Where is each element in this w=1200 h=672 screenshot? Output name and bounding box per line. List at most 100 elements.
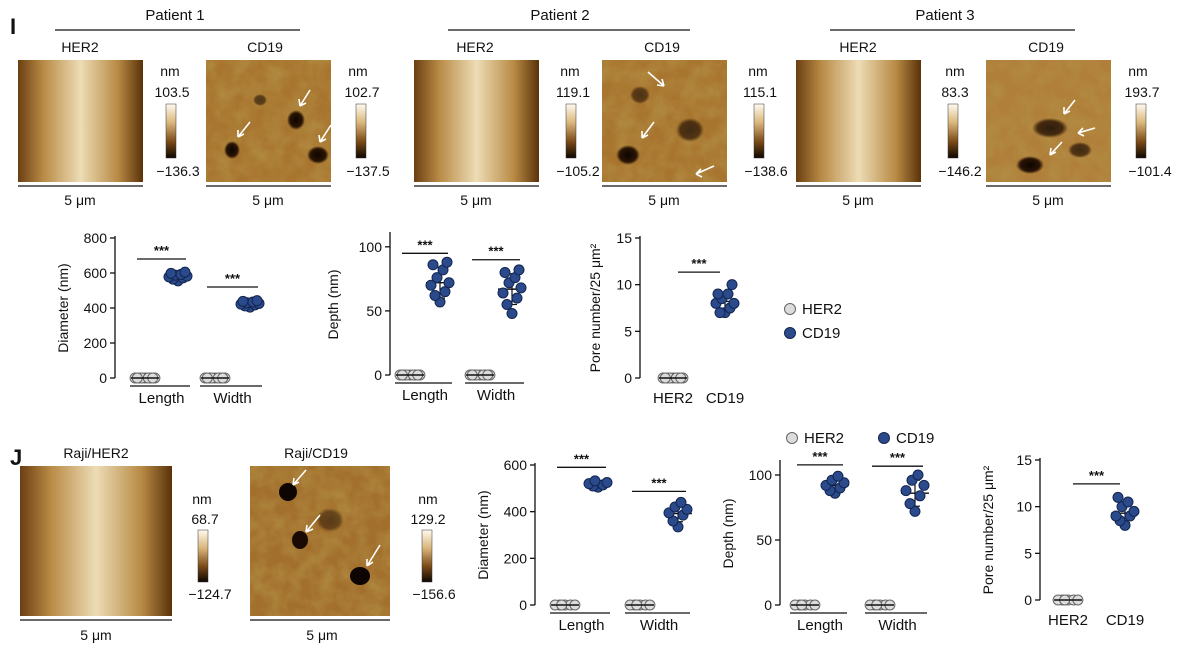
colorbar-max: 119.1 bbox=[556, 84, 590, 100]
scale-label: 5 μm bbox=[842, 192, 873, 208]
chart-J-depth: 0 50 100 Depth (nm) Length *** Width *** bbox=[720, 449, 930, 634]
afm-image-raji-her2 bbox=[20, 466, 172, 616]
y-tick-label: 5 bbox=[624, 323, 632, 339]
scale-label: 5 μm bbox=[64, 192, 95, 208]
colorbar bbox=[1135, 103, 1147, 159]
legend-marker-cd19 bbox=[878, 432, 890, 444]
legend-j: HER2 CD19 bbox=[786, 430, 934, 447]
y-tick-label: 100 bbox=[359, 239, 383, 255]
colorbar bbox=[197, 529, 209, 583]
significance-label: *** bbox=[812, 449, 828, 464]
y-tick-label: 0 bbox=[519, 597, 527, 613]
scale-label: 5 μm bbox=[648, 192, 679, 208]
patient-label: Patient 3 bbox=[915, 7, 974, 24]
data-point-cd19 bbox=[497, 287, 509, 299]
y-tick-label: 15 bbox=[1016, 452, 1032, 468]
data-point-cd19 bbox=[675, 496, 687, 508]
afm-title-her2: HER2 bbox=[61, 39, 99, 55]
x-tick-label: Length bbox=[797, 617, 843, 634]
colorbar-unit: nm bbox=[560, 63, 579, 79]
patient-2-group: Patient 2 HER2 5 μm nm 119.1 −105.2 CD19… bbox=[414, 7, 788, 208]
y-tick-label: 600 bbox=[84, 265, 108, 281]
scale-label: 5 μm bbox=[80, 627, 111, 643]
y-tick-label: 0 bbox=[1024, 592, 1032, 608]
afm-image-cd19 bbox=[602, 60, 727, 182]
data-point-cd19 bbox=[427, 259, 439, 271]
data-point-cd19 bbox=[429, 290, 441, 302]
y-tick-label: 0 bbox=[99, 370, 107, 386]
data-point-cd19 bbox=[900, 485, 912, 497]
scale-label: 5 μm bbox=[306, 627, 337, 643]
significance-label: *** bbox=[225, 271, 241, 286]
colorbar-max: 115.1 bbox=[743, 84, 777, 100]
afm-title-raji-her2: Raji/HER2 bbox=[63, 445, 129, 461]
y-tick-label: 10 bbox=[1016, 499, 1032, 515]
data-point-cd19 bbox=[501, 299, 513, 310]
afm-image-cd19 bbox=[986, 60, 1111, 182]
data-point-cd19 bbox=[681, 503, 693, 515]
data-point-cd19 bbox=[1128, 505, 1140, 517]
scale-label: 5 μm bbox=[460, 192, 491, 208]
legend-marker-cd19 bbox=[784, 327, 796, 339]
data-point-cd19 bbox=[722, 288, 734, 300]
data-point-cd19 bbox=[165, 267, 177, 279]
y-tick-label: 0 bbox=[624, 370, 632, 386]
chart-J-diameter: 0 200 400 600 Diameter (nm) Length *** Width *** bbox=[475, 451, 693, 634]
afm-title-her2: HER2 bbox=[839, 39, 877, 55]
data-point-cd19 bbox=[511, 292, 523, 304]
y-axis-label: Diameter (nm) bbox=[475, 490, 491, 579]
legend-label-her2: HER2 bbox=[802, 301, 842, 318]
scale-label: 5 μm bbox=[252, 192, 283, 208]
data-point-cd19 bbox=[714, 307, 726, 319]
colorbar bbox=[355, 103, 367, 159]
colorbar-unit: nm bbox=[192, 491, 211, 507]
y-tick-label: 50 bbox=[366, 303, 382, 319]
colorbar bbox=[165, 103, 177, 159]
x-tick-label: Length bbox=[402, 387, 448, 404]
colorbar-min: −146.2 bbox=[938, 163, 981, 179]
y-tick-label: 400 bbox=[504, 504, 528, 520]
y-tick-label: 15 bbox=[616, 230, 632, 246]
y-tick-label: 0 bbox=[374, 367, 382, 383]
colorbar-unit: nm bbox=[418, 491, 437, 507]
patient-3-group: Patient 3 HER2 5 μm nm 83.3 −146.2 CD19 … bbox=[796, 7, 1172, 208]
colorbar-max: 102.7 bbox=[344, 84, 379, 100]
afm-image-cd19 bbox=[206, 60, 332, 182]
chart-I-diameter: 0 200 400 600 800 Diameter (nm) Length *** Width… bbox=[55, 230, 265, 407]
y-tick-label: 5 bbox=[1024, 545, 1032, 561]
data-point-cd19 bbox=[237, 295, 249, 307]
legend-label-her2: HER2 bbox=[804, 430, 844, 447]
scale-label: 5 μm bbox=[1032, 192, 1063, 208]
panel-label-j: J bbox=[10, 445, 22, 470]
legend-label-cd19: CD19 bbox=[802, 325, 840, 342]
afm-image-raji-cd19 bbox=[250, 466, 390, 616]
legend-i: HER2 CD19 bbox=[784, 301, 842, 342]
data-point-cd19 bbox=[909, 505, 921, 517]
data-point-cd19 bbox=[506, 307, 518, 319]
y-axis-label: Depth (nm) bbox=[325, 269, 341, 339]
chart-J-pore: 0 5 10 15 Pore number/25 μm² HER2 CD19 *** bbox=[980, 452, 1144, 629]
data-point-cd19 bbox=[441, 256, 453, 268]
y-axis-label: Pore number/25 μm² bbox=[980, 465, 996, 594]
colorbar-unit: nm bbox=[160, 63, 179, 79]
colorbar-min: −137.5 bbox=[346, 163, 389, 179]
colorbar-min: −156.6 bbox=[412, 586, 455, 602]
colorbar-unit: nm bbox=[348, 63, 367, 79]
x-tick-label: Width bbox=[640, 617, 678, 634]
data-point-cd19 bbox=[712, 288, 724, 300]
x-tick-label: Width bbox=[477, 387, 515, 404]
colorbar-max: 103.5 bbox=[154, 84, 189, 100]
colorbar bbox=[947, 103, 959, 159]
y-tick-label: 0 bbox=[764, 597, 772, 613]
significance-label: *** bbox=[154, 243, 170, 258]
afm-image-her2 bbox=[796, 60, 921, 182]
afm-title-cd19: CD19 bbox=[644, 39, 680, 55]
y-tick-label: 200 bbox=[84, 335, 108, 351]
data-point-cd19 bbox=[912, 469, 924, 481]
colorbar bbox=[753, 103, 765, 159]
x-tick-label: HER2 bbox=[1048, 612, 1088, 629]
legend-label-cd19: CD19 bbox=[896, 430, 934, 447]
x-tick-label: Width bbox=[213, 390, 251, 407]
colorbar-min: −136.3 bbox=[156, 163, 199, 179]
data-point-cd19 bbox=[499, 266, 511, 278]
